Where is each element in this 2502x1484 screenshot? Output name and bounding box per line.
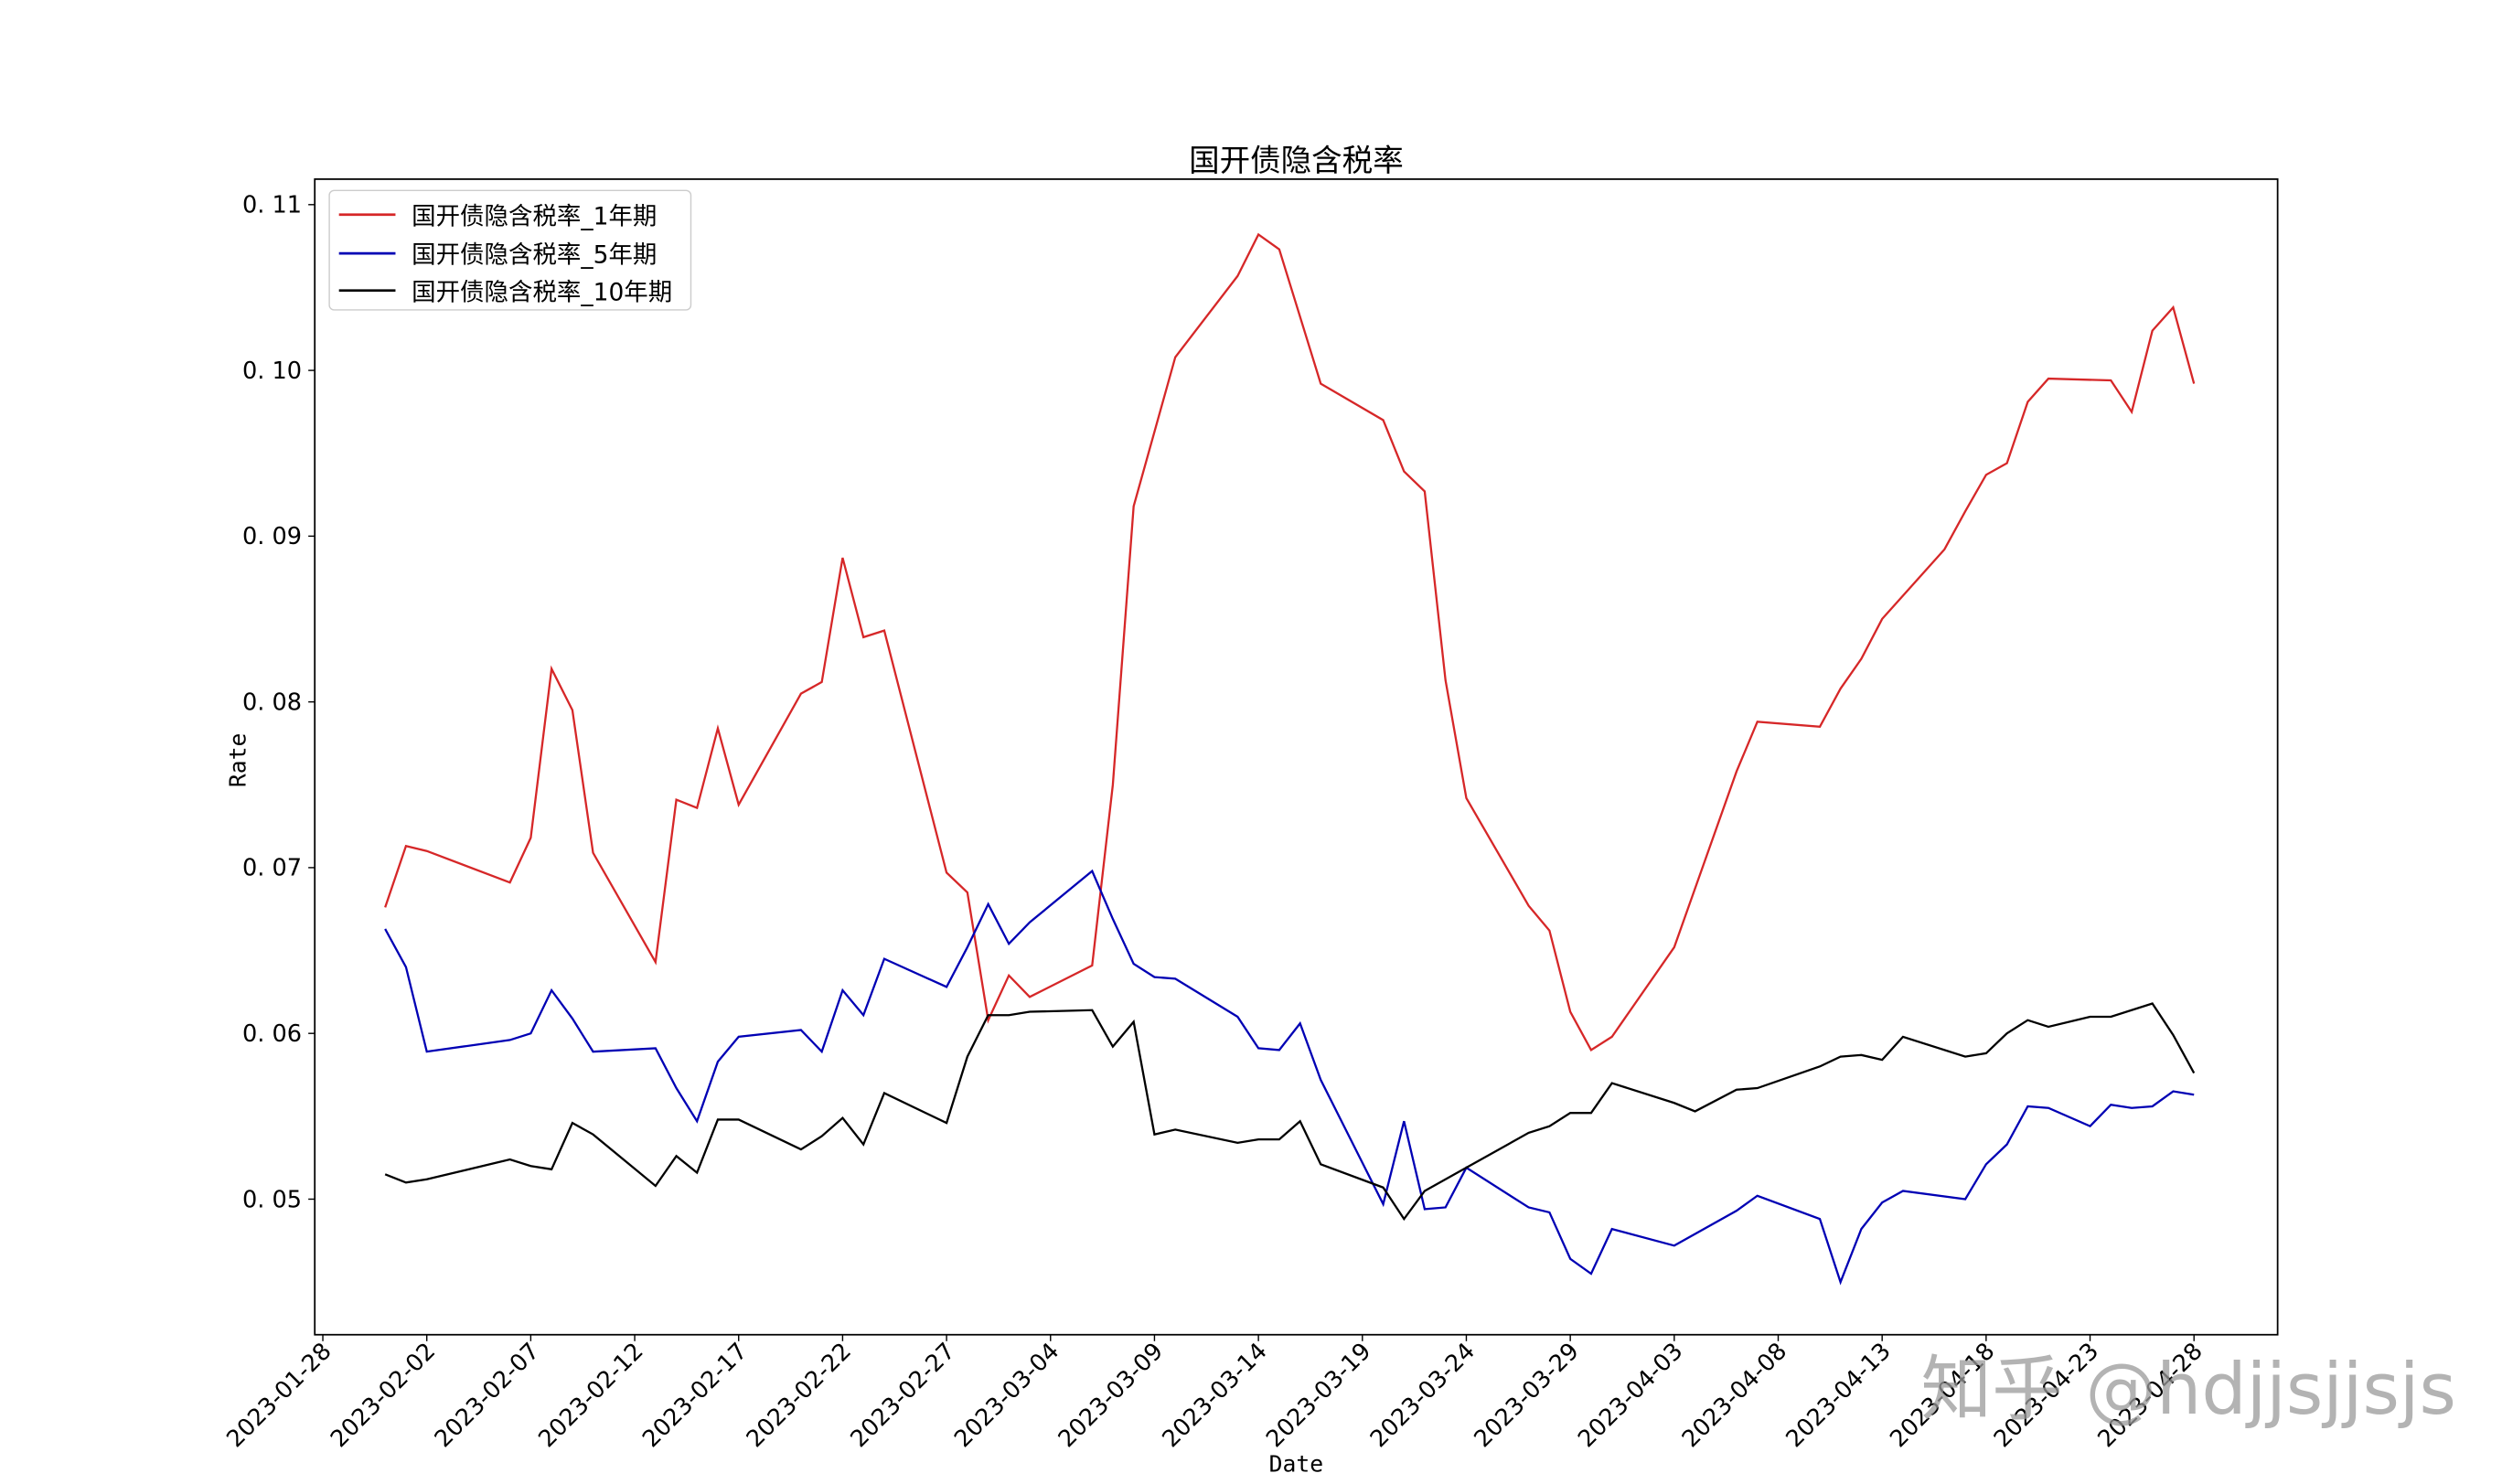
y-tick-label: 0. 10 <box>242 358 302 385</box>
series-line-2 <box>384 869 2195 1286</box>
x-axis-label: Date <box>1269 1451 1324 1478</box>
y-axis: 0. 05 0. 06 0. 07 0. 08 0. 09 0. 10 0. 11 <box>242 192 315 1213</box>
y-tick-label: 0. 09 <box>242 523 302 550</box>
y-tick-label: 0. 07 <box>242 855 302 882</box>
legend: 国开债隐含税率_1年期 国开债隐含税率_5年期 国开债隐含税率_10年期 <box>328 189 692 311</box>
legend-label-5y: 国开债隐含税率_5年期 <box>412 241 657 270</box>
legend-box <box>328 189 692 311</box>
chart-title: 国开债隐含税率 <box>1189 143 1404 178</box>
plot-frame <box>314 178 2279 1336</box>
legend-label-10y: 国开债隐含税率_10年期 <box>412 278 672 306</box>
series-line-1 <box>384 232 2196 1052</box>
legend-label-1y: 国开债隐含税率_1年期 <box>412 202 657 230</box>
y-tick-label: 0. 11 <box>242 192 302 219</box>
watermark: 知乎 @hdjjsjjsjs <box>1921 1349 2456 1431</box>
y-axis-label: Rate <box>224 733 251 787</box>
series-line-3 <box>384 1002 2196 1222</box>
y-tick-label: 0. 06 <box>242 1020 302 1048</box>
y-tick-label: 0. 08 <box>242 689 302 716</box>
plot-lines <box>384 232 2196 1286</box>
y-tick-label: 0. 05 <box>242 1186 302 1213</box>
